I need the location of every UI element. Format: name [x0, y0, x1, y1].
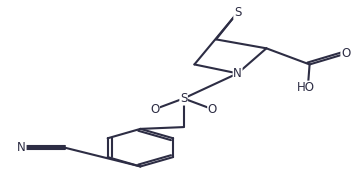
Text: S: S — [234, 6, 241, 19]
Text: S: S — [180, 92, 187, 105]
Text: N: N — [233, 67, 242, 80]
Text: O: O — [341, 47, 350, 60]
Text: N: N — [17, 141, 26, 154]
Text: HO: HO — [297, 81, 315, 94]
Text: O: O — [150, 103, 159, 116]
Text: O: O — [208, 103, 217, 116]
